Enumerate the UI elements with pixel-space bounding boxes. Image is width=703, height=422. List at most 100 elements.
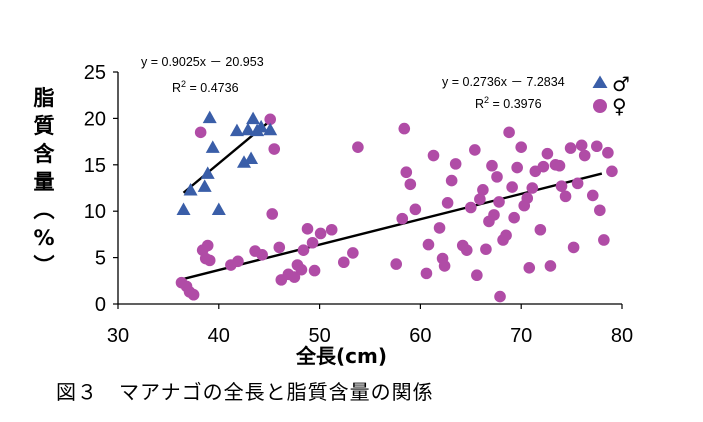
female-data-point	[578, 149, 591, 162]
female-data-point	[422, 238, 435, 251]
female-data-point	[555, 180, 568, 192]
female-data-point	[553, 159, 566, 172]
male-data-point	[197, 179, 212, 192]
male-data-point	[200, 166, 215, 179]
female-r-squared: R2 = 0.3976	[475, 95, 542, 111]
y-tick-label: 5	[95, 248, 106, 270]
x-tick-label: 80	[611, 325, 633, 347]
male-regression-equation: y = 0.9025x － 20.953	[141, 55, 264, 69]
female-data-point	[306, 236, 319, 249]
female-regression-equation: y = 0.2736x － 7.2834	[442, 75, 565, 89]
y-axis-label-char: 質	[33, 114, 55, 138]
female-data-point	[591, 140, 603, 153]
y-axis-label-char: 含	[33, 142, 55, 166]
y-axis-label-char: %	[33, 226, 55, 250]
x-tick-labels: 30 40 50 60 70 80	[107, 325, 633, 347]
female-data-point	[586, 189, 599, 202]
female-data-point	[427, 149, 440, 162]
x-tick-label: 60	[409, 325, 431, 347]
female-data-point	[445, 174, 458, 187]
female-data-point	[594, 204, 606, 217]
female-data-point	[602, 146, 614, 159]
y-axis-label-char: ︵	[33, 198, 55, 222]
female-data-point	[523, 262, 536, 274]
figure-caption: 図３ マアナゴの全長と脂質含量の関係	[56, 380, 434, 404]
female-data-point	[201, 239, 214, 252]
female-data-point	[325, 223, 338, 236]
female-data-point	[494, 290, 506, 303]
male-data-point	[246, 111, 261, 125]
female-data-point	[409, 203, 422, 216]
female-data-point	[575, 139, 588, 152]
female-data-point	[506, 181, 518, 193]
female-data-point	[337, 256, 350, 269]
female-data-point	[598, 234, 610, 246]
legend-female-marker	[593, 99, 607, 113]
female-data-point	[571, 177, 584, 190]
female-data-point	[295, 263, 308, 276]
female-data-point	[288, 271, 301, 283]
x-tick-label: 30	[107, 325, 129, 347]
female-data-point	[266, 208, 279, 220]
y-tick-label: 20	[84, 108, 106, 130]
female-data-point	[390, 258, 403, 270]
trendlines	[181, 117, 603, 281]
female-data-point	[567, 241, 580, 254]
y-tick-label: 0	[95, 294, 106, 316]
female-data-point	[503, 126, 515, 139]
female-data-point	[493, 196, 505, 208]
female-data-point	[308, 264, 321, 277]
male-data-point	[176, 202, 191, 216]
y-axis-label-char: 脂	[33, 86, 55, 110]
female-data-point	[420, 267, 433, 280]
female-data-point	[301, 223, 314, 235]
female-data-point	[471, 269, 483, 282]
female-data-point	[264, 113, 277, 126]
female-data-point	[564, 142, 577, 154]
female-data-point	[537, 160, 550, 173]
female-data-point	[465, 201, 477, 214]
female-data-point	[508, 211, 520, 224]
female-data-point	[297, 244, 310, 256]
axes	[113, 71, 623, 309]
male-data-point	[205, 140, 220, 153]
female-data-point	[273, 241, 286, 254]
female-data-point	[480, 243, 492, 256]
x-tick-label: 40	[208, 325, 230, 347]
y-tick-label: 25	[84, 62, 106, 84]
female-data-point	[404, 178, 417, 191]
female-data-point	[559, 190, 572, 203]
legend-female-label: ♀	[612, 94, 627, 118]
female-data-point	[486, 159, 498, 172]
female-data-point	[488, 209, 500, 221]
female-data-point	[500, 229, 512, 242]
female-data-point	[521, 192, 534, 205]
female-data-point	[606, 165, 618, 178]
male-data-point	[229, 123, 244, 137]
male-data-point	[237, 155, 251, 168]
x-tick-label: 50	[308, 325, 330, 347]
female-data-point	[194, 126, 207, 139]
female-data-point	[474, 193, 486, 205]
female-data-point	[449, 158, 462, 170]
female-data-point	[396, 212, 409, 225]
y-tick-label: 10	[84, 201, 106, 223]
female-data-point	[256, 249, 268, 261]
legend-male-marker	[592, 75, 608, 88]
y-axis-label-char: 量	[33, 170, 55, 194]
female-data-point	[541, 147, 554, 160]
legend: ♂ ♀	[592, 72, 630, 118]
female-data-point	[203, 254, 216, 267]
female-data-point	[441, 197, 454, 209]
female-data-point	[352, 141, 364, 153]
male-data-point	[183, 183, 198, 196]
male-data-point	[263, 122, 278, 136]
female-data-point	[438, 260, 451, 272]
male-data-point	[211, 202, 226, 216]
female-data-point	[268, 143, 281, 155]
y-axis-label: 脂質含量 ︵% ︶	[30, 84, 58, 280]
male-data-point	[241, 122, 256, 136]
y-axis-label-char: ︶	[33, 254, 55, 278]
female-data-point	[511, 161, 523, 174]
